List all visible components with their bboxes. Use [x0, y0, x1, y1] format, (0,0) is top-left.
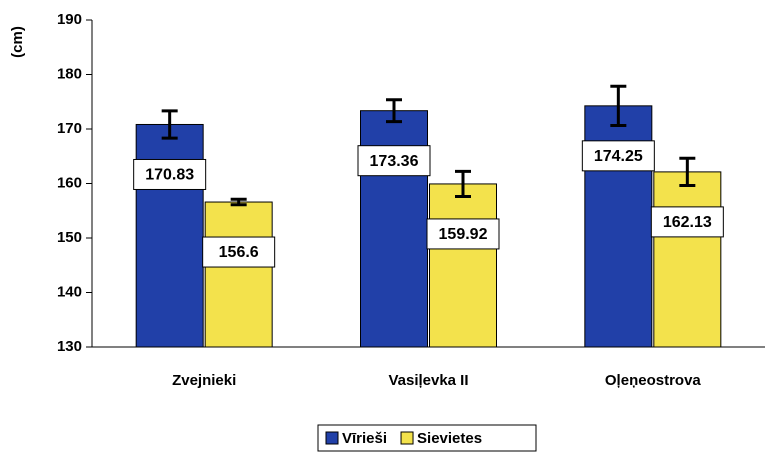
value-label-box [133, 158, 207, 190]
value-label: 156.6 [219, 244, 259, 261]
legend-swatch [400, 431, 414, 445]
value-label-box [357, 145, 431, 177]
bar [653, 171, 722, 348]
y-tick-label: 170 [57, 120, 82, 137]
error-bar [386, 98, 402, 124]
value-label-box [581, 140, 655, 172]
error-bar [161, 109, 178, 140]
value-label: 162.13 [663, 214, 712, 231]
y-tick-label: 140 [57, 283, 82, 300]
x-tick-label: Oļeņeostrova [605, 372, 702, 389]
x-tick-label: Zvejnieki [172, 372, 236, 389]
y-tick-label: 190 [57, 11, 82, 28]
bar [429, 183, 497, 348]
y-tick-label: 150 [57, 229, 82, 246]
legend-label: Vīrieši [342, 430, 387, 447]
value-label-box [202, 236, 276, 268]
value-label: 170.83 [145, 167, 194, 184]
bar [135, 123, 204, 348]
y-tick-label: 180 [57, 65, 82, 82]
legend-label: Sievietes [417, 430, 482, 447]
error-bar [679, 156, 696, 188]
legend-swatch [325, 431, 339, 445]
value-label-box [426, 218, 500, 250]
value-label-box [650, 206, 724, 238]
error-bar [610, 84, 627, 127]
value-label: 159.92 [439, 226, 488, 243]
error-bar [230, 197, 247, 207]
bar [204, 201, 273, 348]
y-tick-label: 130 [57, 338, 82, 355]
y-tick-label: 160 [57, 174, 82, 191]
value-label: 173.36 [370, 153, 419, 170]
value-label: 174.25 [594, 148, 643, 165]
error-bar [455, 169, 471, 198]
x-tick-label: Vasiļevka II [388, 372, 468, 389]
y-axis-label: (cm) [9, 26, 26, 58]
legend-box [317, 424, 537, 452]
